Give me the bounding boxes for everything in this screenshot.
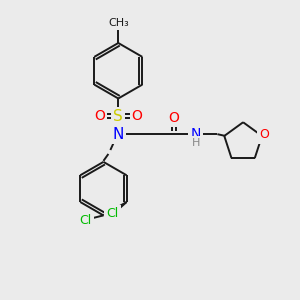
Text: Cl: Cl	[106, 207, 119, 220]
Text: O: O	[94, 109, 105, 123]
Text: N: N	[112, 127, 124, 142]
Text: S: S	[113, 109, 123, 124]
Text: CH₃: CH₃	[108, 18, 129, 28]
Text: Cl: Cl	[80, 214, 92, 227]
Text: O: O	[259, 128, 269, 142]
Text: O: O	[132, 109, 142, 123]
Text: O: O	[168, 111, 179, 125]
Text: N: N	[190, 127, 201, 141]
Text: H: H	[191, 138, 200, 148]
